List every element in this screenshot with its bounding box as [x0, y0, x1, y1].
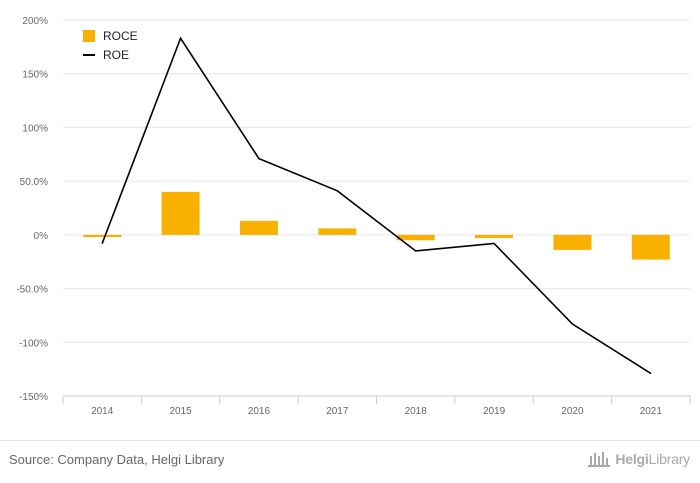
roce-bars — [83, 191, 670, 260]
y-tick-label: -150% — [19, 392, 48, 403]
point-roe-2015[interactable] — [180, 37, 182, 39]
roce-roe-chart: 200% 150% 100% 50.0% 0% -50.0% -100% -150% 2014… — [16, 16, 691, 417]
y-tick-label: -100% — [19, 338, 48, 349]
legend-label-roe: ROE — [103, 48, 129, 62]
x-tick-label: 2020 — [561, 406, 584, 417]
point-roe-2020[interactable] — [571, 323, 573, 325]
x-tick-label: 2015 — [169, 406, 192, 417]
y-tick-label: 150% — [22, 70, 48, 81]
bar-roce-2020[interactable] — [553, 234, 592, 250]
roe-line-series — [101, 36, 652, 375]
bar-roce-2016[interactable] — [239, 220, 278, 235]
library-building-icon — [588, 452, 611, 467]
legend-item-roce[interactable]: ROCE — [83, 29, 138, 43]
bar-roce-2018[interactable] — [396, 234, 435, 241]
y-tick-label: 200% — [22, 16, 48, 27]
point-roe-2014[interactable] — [101, 242, 103, 244]
point-roe-2018[interactable] — [415, 250, 417, 252]
chart-area: 200% 150% 100% 50.0% 0% -50.0% -100% -150% 2014… — [16, 16, 691, 417]
legend-item-roe[interactable]: ROE — [83, 48, 129, 62]
legend[interactable]: ROCE ROE — [83, 29, 138, 62]
x-tick-label: 2018 — [405, 406, 428, 417]
x-tick-label: 2014 — [91, 406, 114, 417]
brand-logo[interactable]: HelgiLibrary — [587, 450, 690, 468]
x-tick-label: 2016 — [248, 406, 271, 417]
y-tick-label: 0% — [34, 231, 49, 242]
source-note: Source: Company Data, Helgi Library — [9, 452, 225, 467]
bar-roce-2021[interactable] — [631, 234, 670, 260]
y-tick-label: 50.0% — [20, 177, 48, 188]
footer: Source: Company Data, Helgi Library Helg… — [0, 440, 700, 483]
y-axis-ticks: 200% 150% 100% 50.0% 0% -50.0% -100% -150% — [16, 16, 48, 403]
bar-roce-2015[interactable] — [161, 191, 200, 235]
point-roe-2017[interactable] — [336, 190, 338, 192]
x-tick-label: 2019 — [483, 406, 506, 417]
point-roe-2019[interactable] — [493, 242, 495, 244]
bar-roce-2017[interactable] — [318, 228, 357, 235]
bar-roce-2014[interactable] — [83, 234, 122, 238]
point-roe-2016[interactable] — [258, 158, 260, 160]
y-tick-label: -50.0% — [16, 285, 48, 296]
bar-roce-2019[interactable] — [475, 234, 514, 239]
legend-swatch-roce — [83, 30, 95, 42]
x-tick-label: 2021 — [640, 406, 663, 417]
x-tick-label: 2017 — [326, 406, 349, 417]
brand-name: HelgiLibrary — [615, 451, 690, 467]
line-roe[interactable] — [101, 36, 652, 375]
x-axis: 2014 2015 2016 2017 2018 2019 2020 2021 — [62, 395, 691, 417]
point-roe-2021[interactable] — [650, 372, 652, 374]
y-tick-label: 100% — [22, 123, 48, 134]
legend-label-roce: ROCE — [103, 29, 138, 43]
